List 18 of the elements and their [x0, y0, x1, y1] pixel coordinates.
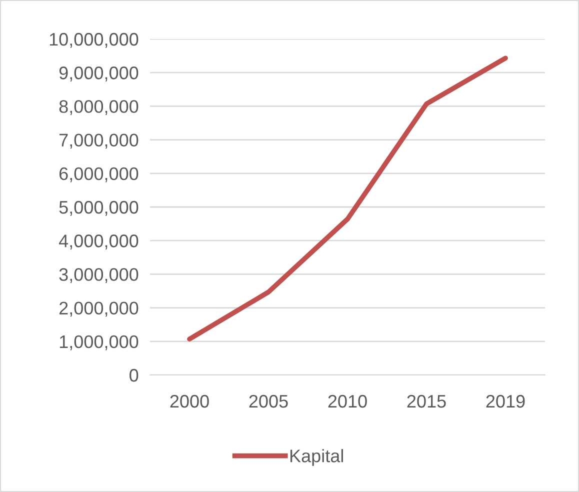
x-tick-label: 2010 — [328, 394, 367, 408]
y-tick-label: 7,000,000 — [60, 134, 138, 149]
y-tick-label: 2,000,000 — [59, 302, 138, 317]
x-tick-label: 2000 — [170, 394, 209, 408]
y-tick-label: 1,000,000 — [60, 335, 138, 350]
line-series — [187, 56, 508, 342]
x-tick-label: 2015 — [407, 394, 446, 408]
legend-label: Kapital — [290, 449, 343, 466]
x-tick-label: 2005 — [249, 394, 288, 408]
y-tick-label: 9,000,000 — [59, 66, 138, 82]
y-tick-label: 3,000,000 — [59, 268, 138, 284]
y-tick-label: 8,000,000 — [59, 100, 138, 116]
y-tick-label: 6,000,000 — [59, 167, 138, 182]
x-tick-label: 2019 — [486, 394, 525, 408]
y-tick-label: 0 — [130, 368, 138, 382]
y-tick-label: 4,000,000 — [58, 234, 138, 250]
y-tick-label: 10,000,000 — [50, 32, 138, 48]
y-tick-label: 5,000,000 — [59, 200, 138, 216]
